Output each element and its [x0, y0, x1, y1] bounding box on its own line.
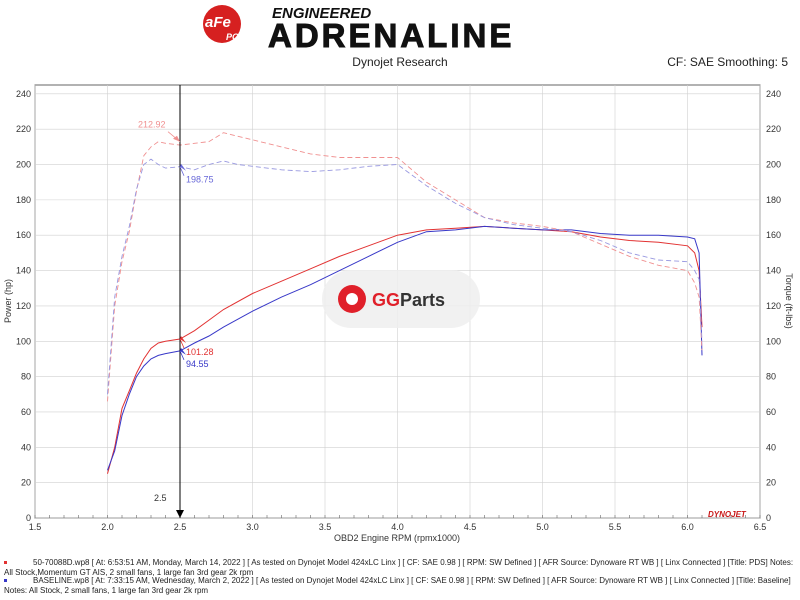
x-tick: 4.5: [464, 522, 477, 532]
y-tick-left: 80: [21, 372, 31, 382]
x-tick: 3.0: [246, 522, 259, 532]
svg-text:GGParts: GGParts: [372, 290, 445, 310]
x-tick: 3.5: [319, 522, 332, 532]
y-tick-left: 120: [16, 301, 31, 311]
legend-dot-run2: [4, 579, 7, 583]
y-tick-right: 220: [766, 124, 781, 134]
annotation-arrow-icon: [173, 135, 180, 142]
afe-logo-subtext: POWER: [226, 32, 261, 42]
series-line-2: [107, 225, 703, 471]
y-tick-right: 120: [766, 301, 781, 311]
y-tick-right: 60: [766, 407, 776, 417]
ggparts-watermark: GGParts: [322, 270, 480, 328]
x-tick: 5.0: [536, 522, 549, 532]
gg-logo-icon: [346, 293, 358, 305]
header-logo: aFe POWER ENGINEERED ADRENALINE: [203, 5, 514, 52]
x-tick: 6.5: [754, 522, 767, 532]
y-ticks-right: 0 20 40 60 80 100 120 140 160 180 200 220 240: [766, 89, 781, 523]
y-ticks-left: 0 20 40 60 80 100 120 140 160 180 200 220 240: [16, 89, 31, 523]
afe-power-logo: aFe POWER: [203, 5, 261, 43]
series-line-1: [107, 225, 703, 474]
dyno-chart: 0 20 40 60 80 100 120 140 160 180 200 220 240 0 20 40 6…: [3, 84, 794, 543]
annotations: 212.92 198.75 101.28 94.55: [138, 120, 214, 518]
annotation-label-2: 198.75: [186, 175, 214, 185]
y-tick-left: 200: [16, 160, 31, 170]
x-tick: 6.0: [681, 522, 694, 532]
y-tick-right: 240: [766, 89, 781, 99]
annotation-arrow-icon: [180, 163, 186, 171]
series-line-3: [107, 132, 703, 402]
y-tick-left: 220: [16, 124, 31, 134]
y-tick-left: 160: [16, 230, 31, 240]
x-tick: 5.5: [609, 522, 622, 532]
y-tick-left: 240: [16, 89, 31, 99]
header-title-big: ADRENALINE: [268, 17, 514, 52]
dynojet-footer-logo: DYNOJET: [708, 510, 747, 519]
annotation-arrow-icon: [180, 336, 186, 344]
y-axis-label-right: Torque (ft-lbs): [784, 273, 794, 329]
y-tick-left: 60: [21, 407, 31, 417]
correction-factor-label: CF: SAE Smoothing: 5: [667, 55, 788, 69]
y-axis-label-left: Power (hp): [3, 279, 13, 323]
series-group: [107, 132, 703, 474]
legend-text-run1: 50-70088D.wp8 [ At: 6:53:51 AM, Monday, …: [4, 558, 794, 577]
annotation-arrow-icon: [180, 347, 186, 355]
y-tick-left: 140: [16, 266, 31, 276]
y-tick-left: 40: [21, 442, 31, 452]
legend-entry-run2: BASELINE.wp8 [ At: 7:33:15 AM, Wednesday…: [4, 576, 794, 596]
afe-logo-text: aFe: [205, 14, 231, 31]
y-tick-right: 0: [766, 513, 771, 523]
y-tick-left: 180: [16, 195, 31, 205]
marker-arrow-icon: [176, 510, 184, 518]
chart-source: Dynojet Research: [352, 55, 448, 69]
y-tick-left: 100: [16, 336, 31, 346]
x-tick: 4.0: [391, 522, 404, 532]
y-tick-right: 20: [766, 478, 776, 488]
y-tick-right: 80: [766, 372, 776, 382]
series-line-4: [107, 158, 703, 395]
x-tick: 1.5: [29, 522, 42, 532]
header-title-small: ENGINEERED: [272, 5, 371, 22]
annotation-leader: [179, 338, 185, 349]
y-tick-right: 200: [766, 160, 781, 170]
watermark-gg: GG: [372, 290, 400, 310]
x-tick: 2.0: [101, 522, 114, 532]
rpm-marker-label: 2.5: [154, 493, 167, 503]
annotation-label-4: 94.55: [186, 359, 209, 369]
y-tick-left: 20: [21, 478, 31, 488]
annotation-label-1: 212.92: [138, 120, 166, 130]
legend-dot-run1: [4, 561, 7, 565]
y-tick-left: 0: [26, 513, 31, 523]
legend-entry-run1: 50-70088D.wp8 [ At: 6:53:51 AM, Monday, …: [4, 558, 794, 578]
watermark-parts: Parts: [400, 290, 445, 310]
x-tick: 2.5: [174, 522, 187, 532]
legend-text-run2: BASELINE.wp8 [ At: 7:33:15 AM, Wednesday…: [4, 576, 791, 595]
y-tick-right: 100: [766, 336, 781, 346]
y-tick-right: 40: [766, 442, 776, 452]
annotation-leader: [179, 166, 185, 176]
y-tick-right: 180: [766, 195, 781, 205]
y-tick-right: 140: [766, 266, 781, 276]
grid: [34, 85, 761, 519]
annotation-leader: [179, 350, 185, 361]
annotation-label-3: 101.28: [186, 347, 214, 357]
x-ticks: 1.5 2.0 2.5 3.0 3.5 4.0 4.5 5.0 5.5 6.0 6.5: [29, 515, 767, 532]
x-axis-label: OBD2 Engine RPM (rpmx1000): [334, 533, 460, 543]
y-tick-right: 160: [766, 230, 781, 240]
